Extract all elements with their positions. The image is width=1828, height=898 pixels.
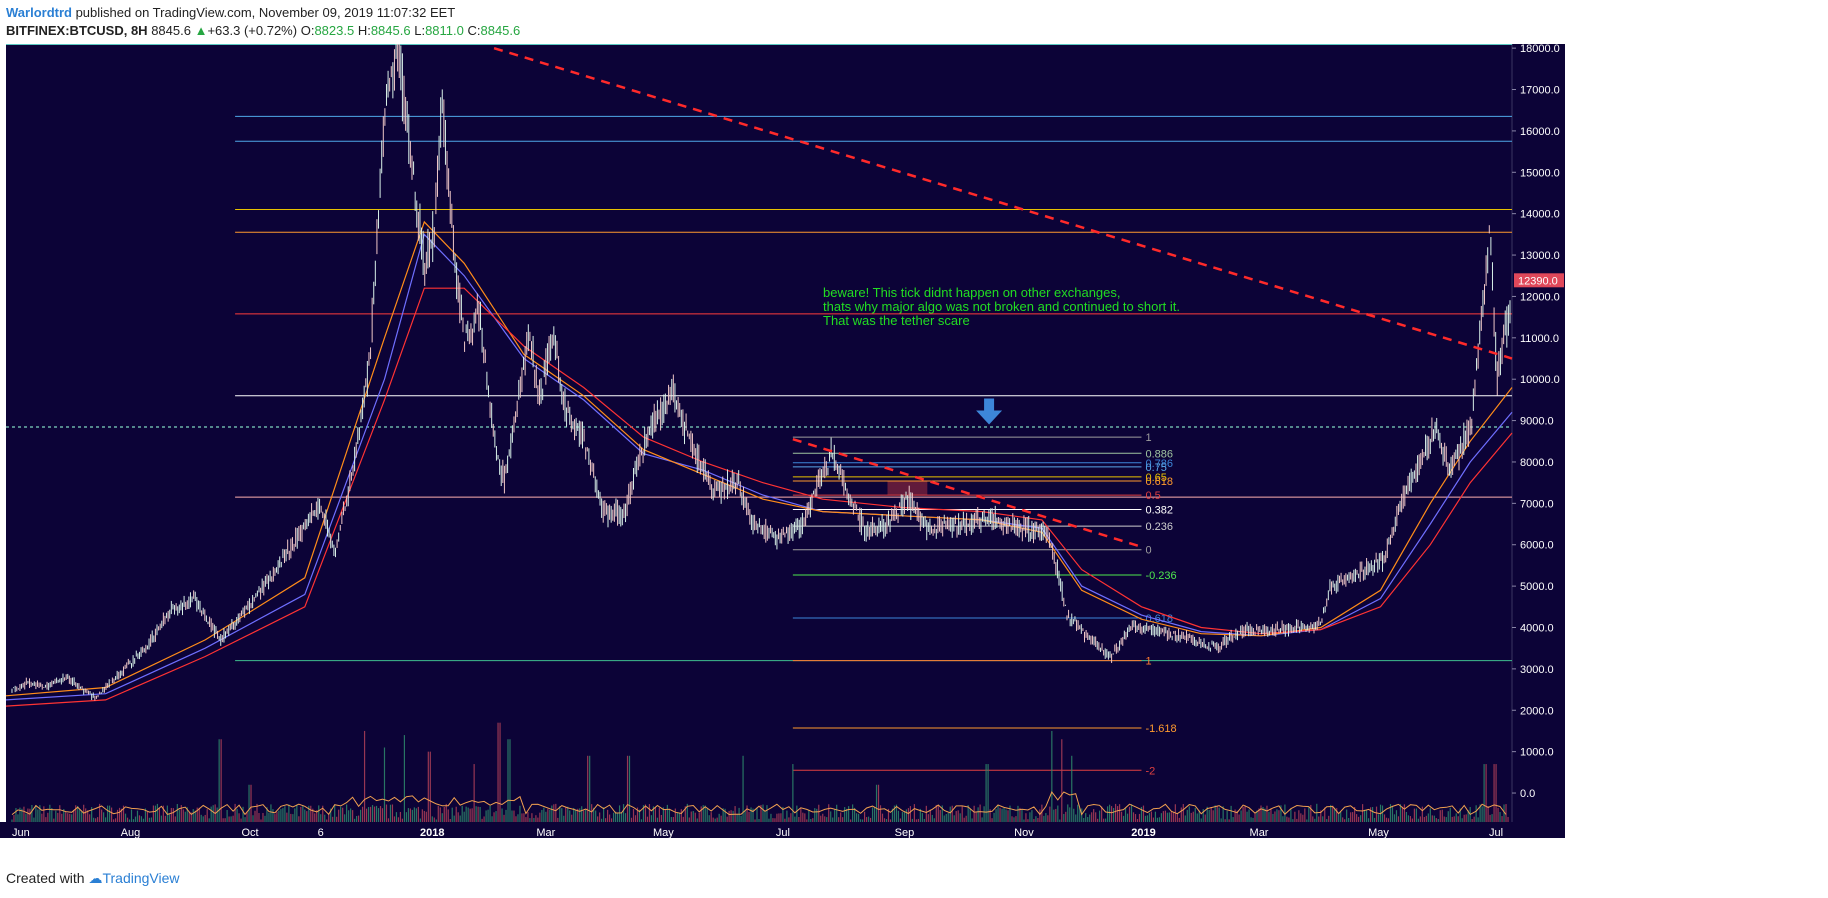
fib-level-label-5: 0.618 (1145, 476, 1173, 488)
plot-background (6, 44, 1512, 822)
fib-level-label-13: -1.618 (1145, 723, 1176, 735)
price-tick-label: 11000.0 (1520, 333, 1559, 345)
price-tick-label: 12000.0 (1520, 291, 1560, 303)
time-tick-label: Oct (241, 827, 258, 839)
fib-level-label-0: 1 (1145, 432, 1151, 444)
close-label: C: (467, 23, 481, 38)
symbol-label: BITFINEX:BTCUSD, 8H (6, 23, 148, 38)
time-tick-label: May (1368, 827, 1389, 839)
published-text: published on TradingView.com, November 0… (71, 5, 456, 20)
price-tick-label: 3000.0 (1520, 664, 1554, 676)
moving-average-line-2 (5, 287, 1513, 707)
volume-bars (11, 722, 1509, 822)
time-tick-label: Mar (536, 827, 555, 839)
fib-level-label-14: -2 (1145, 765, 1155, 777)
horizontal-levels (6, 115, 1512, 662)
trend-lines (493, 46, 1513, 548)
time-tick-label: 6 (318, 827, 324, 839)
time-tick-label: Sep (895, 827, 915, 839)
fib-level-label-3: 0.75 (1145, 462, 1166, 474)
author-link[interactable]: Warlordtrd (6, 5, 72, 20)
fib-level-label-10: -0.236 (1145, 570, 1176, 582)
price-tick-label: 18000.0 (1520, 44, 1560, 55)
price-tick-label: 8000.0 (1520, 457, 1554, 469)
down-arrow-icon (976, 398, 1003, 425)
price-tick-label: 4000.0 (1520, 623, 1554, 635)
price-tick-label: 6000.0 (1520, 540, 1554, 552)
price-tick-label: 10000.0 (1520, 374, 1560, 386)
fib-level-label-1: 0.886 (1145, 448, 1173, 460)
time-tick-label: 2018 (420, 827, 444, 839)
price-tick-label: 17000.0 (1520, 85, 1560, 97)
chart-area[interactable]: 1 0.886 0.786 0.75 0.65 0.618 0.5 0.382 0.236 0 -0… (0, 21, 1828, 862)
chart-header: Warlordtrd published on TradingView.com,… (0, 0, 1828, 44)
low-value: 8811.0 (425, 23, 464, 38)
price-tick-label: 15000.0 (1520, 167, 1560, 179)
price-tick-label: 2000.0 (1520, 705, 1554, 717)
tradingview-logo-icon[interactable]: ☁ (88, 870, 103, 886)
fib-level-label-2: 0.786 (1145, 458, 1173, 470)
annotation-line-1: thats why major algo was not broken and … (823, 299, 1180, 314)
trend-line-0 (493, 46, 1513, 360)
time-axis: Jun Aug Oct 6 2018 Mar May Jul Sep Nov 2019 Mar May J… (12, 827, 1503, 839)
price-tick-label: 16000.0 (1520, 126, 1560, 138)
annotation-line-0: beware! This tick didnt happen on other … (823, 285, 1121, 300)
footer: Created with ☁TradingView (6, 870, 180, 887)
time-tick-label: Nov (1014, 827, 1034, 839)
time-tick-label: Aug (121, 827, 141, 839)
trend-line-1 (792, 438, 1142, 548)
moving-averages (5, 220, 1513, 707)
low-label: L: (414, 23, 426, 38)
price-series (11, 21, 1511, 701)
time-tick-label: 2019 (1131, 827, 1155, 839)
fib-level-label-4: 0.65 (1145, 472, 1166, 484)
high-label: H: (357, 23, 371, 38)
publish-info: Warlordtrd published on TradingView.com,… (6, 5, 455, 20)
close-value: 8845.6 (480, 23, 521, 38)
time-tick-label: Jul (1489, 827, 1503, 839)
fib-level-label-7: 0.382 (1145, 505, 1173, 517)
created-with-label: Created with (6, 870, 85, 886)
annotation-line-2: That was the tether scare (823, 313, 970, 328)
price-tick-label: 9000.0 (1520, 416, 1554, 428)
last-price-badge (1514, 273, 1564, 288)
price-tick-label: 14000.0 (1520, 209, 1560, 221)
volume-moving-average (11, 791, 1507, 816)
price-tick-label: 0.0 (1520, 788, 1535, 800)
price-tick-label: 1000.0 (1520, 747, 1554, 759)
price-tick-label: 7000.0 (1520, 498, 1554, 510)
time-axis-background (0, 822, 1565, 838)
last-price-badge-text: 12390.0 (1518, 275, 1558, 287)
time-tick-label: Jun (12, 827, 30, 839)
up-triangle-icon: ▲ (194, 23, 208, 38)
fib-level-label-9: 0 (1145, 545, 1151, 557)
price-change: +63.3 (+0.72%) (207, 23, 298, 38)
tradingview-brand[interactable]: TradingView (102, 870, 180, 886)
symbol-info: BITFINEX:BTCUSD, 8H 8845.6 ▲+63.3 (+0.72… (6, 23, 520, 38)
price-tick-label: 13000.0 (1520, 250, 1560, 262)
fib-zone-highlight (887, 480, 928, 496)
last-price: 8845.6 (151, 23, 191, 38)
fib-level-label-6: 0.5 (1145, 490, 1160, 502)
time-tick-label: Jul (776, 827, 790, 839)
annotation-group: beware! This tick didnt happen on other … (823, 285, 1180, 425)
fib-level-label-12: 1 (1145, 656, 1151, 668)
time-tick-label: May (653, 827, 674, 839)
price-tick-label: 5000.0 (1520, 581, 1554, 593)
high-value: 8845.6 (370, 23, 411, 38)
price-axis-background (1512, 44, 1565, 822)
fib-level-label-8: 0.236 (1145, 521, 1173, 533)
time-tick-label: Mar (1250, 827, 1269, 839)
open-value: 8823.5 (314, 23, 355, 38)
moving-average-line-1 (5, 220, 1513, 697)
open-label: O: (300, 23, 315, 38)
price-axis: 18000.0 17000.0 16000.0 15000.0 14000.0 13000… (1512, 43, 1564, 800)
